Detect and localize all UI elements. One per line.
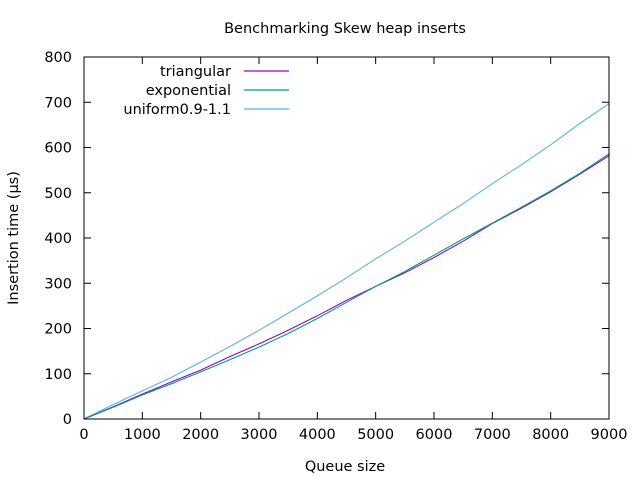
- series-line-uniform0-9-1-1: [83, 103, 610, 420]
- y-tick-label: 800: [44, 50, 72, 66]
- x-tick-label: 8000: [532, 427, 569, 443]
- x-tick-label: 9000: [591, 427, 628, 443]
- axis-ticks: 0 1000 2000 3000 4000 5000 6000 7000 8000 9000 0 10…: [44, 50, 627, 443]
- y-tick-label: 200: [44, 322, 72, 338]
- x-tick-label: 6000: [416, 427, 453, 443]
- plot-frame: [83, 56, 610, 420]
- y-tick-label: 500: [44, 186, 72, 202]
- x-tick-label: 0: [79, 427, 88, 443]
- legend-label: uniform0.9-1.1: [123, 102, 231, 118]
- x-axis-label: Queue size: [305, 459, 385, 475]
- plot-lines: [83, 103, 610, 420]
- legend-label: triangular: [160, 64, 231, 80]
- y-axis-label: Insertion time (µs): [6, 171, 22, 305]
- series-line-triangular: [83, 155, 610, 420]
- x-tick-label: 5000: [357, 427, 394, 443]
- y-tick-label: 400: [44, 231, 72, 247]
- chart-title: Benchmarking Skew heap inserts: [224, 21, 466, 37]
- y-tick-label: 700: [44, 95, 72, 111]
- y-tick-label: 100: [44, 367, 72, 383]
- y-tick-label: 0: [63, 412, 72, 428]
- y-tick-label: 300: [44, 276, 72, 292]
- series-line-exponential: [83, 153, 610, 420]
- x-tick-label: 4000: [299, 427, 336, 443]
- legend-label: exponential: [146, 83, 231, 99]
- x-tick-label: 2000: [182, 427, 219, 443]
- x-tick-label: 3000: [241, 427, 278, 443]
- x-tick-label: 1000: [124, 427, 161, 443]
- x-tick-label: 7000: [474, 427, 511, 443]
- y-tick-label: 600: [44, 141, 72, 157]
- legend: triangular exponential uniform0.9-1.1: [123, 64, 289, 118]
